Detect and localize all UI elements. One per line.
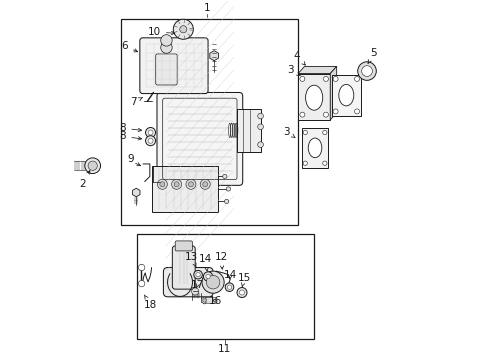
FancyBboxPatch shape [157,93,242,185]
Text: 17: 17 [190,280,203,291]
Circle shape [299,76,304,81]
Circle shape [361,66,372,76]
Circle shape [257,113,263,119]
Circle shape [138,264,144,271]
Ellipse shape [305,85,322,110]
Circle shape [145,127,155,138]
Circle shape [173,19,193,39]
Circle shape [224,199,228,204]
Ellipse shape [338,85,353,106]
Text: 15: 15 [237,273,251,287]
Circle shape [160,182,164,187]
Circle shape [257,124,263,130]
Circle shape [161,42,172,53]
Circle shape [191,288,198,295]
Text: 3: 3 [283,127,294,138]
Circle shape [174,182,179,187]
Circle shape [161,35,172,46]
Circle shape [145,136,155,146]
Circle shape [84,158,101,174]
Circle shape [157,179,167,189]
Polygon shape [209,51,218,61]
Circle shape [239,290,244,295]
Text: 9: 9 [126,154,133,164]
Bar [121,19,298,225]
Polygon shape [298,66,336,73]
Text: 16: 16 [209,296,222,306]
Circle shape [203,182,207,187]
Text: 14: 14 [223,270,236,280]
Text: 10: 10 [147,27,174,37]
Ellipse shape [307,138,321,158]
Circle shape [299,112,304,117]
Circle shape [237,288,246,297]
Text: 8: 8 [120,131,142,141]
Text: 1: 1 [203,3,210,13]
Circle shape [88,161,97,170]
FancyBboxPatch shape [163,267,213,297]
Circle shape [332,109,337,114]
Bar [237,109,260,152]
Text: 6: 6 [122,41,137,52]
Circle shape [196,273,200,277]
Polygon shape [329,66,336,120]
FancyBboxPatch shape [140,38,207,94]
Circle shape [354,76,359,81]
Circle shape [222,174,226,179]
Bar [298,73,329,120]
Circle shape [203,298,206,302]
Circle shape [138,280,144,287]
FancyBboxPatch shape [205,297,217,303]
Circle shape [227,285,231,289]
Bar [331,75,360,116]
Circle shape [180,26,186,33]
Circle shape [354,109,359,114]
Circle shape [202,271,224,293]
Text: 8: 8 [120,123,142,133]
Text: 12: 12 [214,252,227,269]
Circle shape [303,161,307,165]
Circle shape [148,138,153,143]
Circle shape [322,130,326,135]
Text: 7: 7 [130,97,142,107]
Text: 18: 18 [144,295,157,310]
Circle shape [185,179,196,189]
Circle shape [171,179,181,189]
Polygon shape [201,297,207,304]
Circle shape [357,62,376,80]
Bar [137,234,313,339]
Circle shape [188,182,193,187]
Circle shape [148,130,153,135]
Text: 2: 2 [79,171,90,189]
Text: 11: 11 [218,344,231,354]
Circle shape [226,187,230,191]
Circle shape [303,130,307,135]
Circle shape [323,76,328,81]
Bar [151,166,217,212]
Circle shape [203,272,212,281]
Text: 5: 5 [367,48,376,63]
Text: 4: 4 [292,51,305,65]
Circle shape [193,270,202,279]
Circle shape [323,112,328,117]
Circle shape [200,179,210,189]
Polygon shape [132,188,140,197]
Circle shape [322,161,326,165]
Circle shape [257,142,263,148]
FancyBboxPatch shape [175,241,192,251]
FancyBboxPatch shape [172,246,195,289]
Text: 13: 13 [184,252,198,267]
Circle shape [332,76,337,81]
FancyBboxPatch shape [155,54,177,85]
Bar [301,128,328,167]
Circle shape [225,283,233,292]
Text: 3: 3 [286,65,300,75]
Text: 14: 14 [198,254,211,271]
Circle shape [205,274,210,279]
Circle shape [206,275,220,289]
